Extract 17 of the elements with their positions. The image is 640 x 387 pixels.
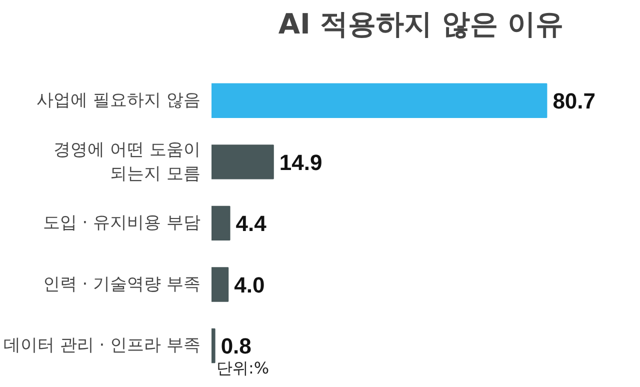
annotation: 단위:% [216, 358, 270, 378]
y-tick-label: 도입 · 유지비용 부담 [42, 213, 201, 234]
data-label: 14.9 [279, 150, 322, 175]
chart-title: AI 적용하지 않은 이유 [278, 8, 564, 40]
y-tick-label: 경영에 어떤 도움이 되는지 모름 [54, 140, 201, 184]
y-tick-label: 인력 · 기술역량 부족 [42, 274, 201, 294]
data-label: 0.8 [220, 334, 252, 359]
y-tick-label: 데이터 관리 · 인프라 부족 [3, 336, 201, 356]
data-label: 80.7 [552, 88, 596, 114]
bar [212, 144, 274, 180]
bar [212, 206, 230, 241]
bar [212, 328, 216, 364]
data-label: 4.0 [234, 272, 265, 298]
y-tick-label: 사업에 필요하지 않음 [36, 90, 201, 111]
bar [212, 83, 548, 118]
bar [212, 267, 229, 302]
data-label: 4.4 [236, 211, 268, 236]
